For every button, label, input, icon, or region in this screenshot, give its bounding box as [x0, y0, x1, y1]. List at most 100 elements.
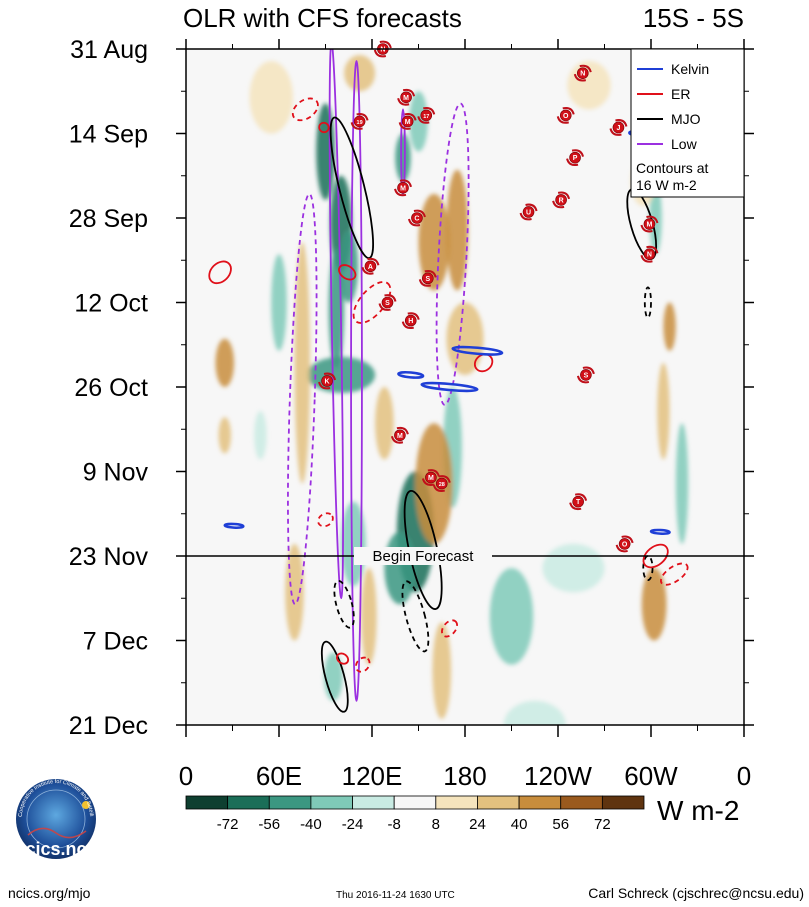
storm-marker-17: S: [378, 294, 397, 311]
storm-marker-14: N: [640, 245, 659, 263]
storm-label: O: [563, 113, 569, 120]
storm-swirl-icon: [418, 269, 437, 287]
x-tick-label-5: 60W: [624, 761, 678, 791]
logo-text: cics.nc: [25, 839, 86, 859]
colorbar-swatch-5: [393, 795, 437, 810]
storm-layer: N M 19 M 17 M C U R N O P J M N A S S H K S M M 28 T O: [318, 40, 659, 553]
anomaly-feature-26: [215, 338, 235, 387]
storm-swirl-icon: [378, 294, 397, 311]
anomaly-feature-32: [641, 568, 667, 641]
contour-mjo-10: [401, 580, 430, 653]
colorbar-swatch-8: [518, 795, 562, 810]
storm-label: R: [559, 197, 564, 204]
storm-dot: [381, 296, 394, 309]
contour-kelvin-25: [451, 345, 504, 356]
legend-note-line1: Contours at: [636, 160, 708, 176]
storm-swirl-icon: [556, 107, 575, 124]
storm-label: 17: [423, 114, 429, 120]
anomaly-feature-11: [254, 411, 267, 460]
forecast-label: Begin Forecast: [373, 548, 475, 565]
storm-dot: [569, 151, 581, 164]
storm-marker-18: H: [401, 312, 420, 329]
storm-marker-22: M: [421, 469, 440, 486]
storm-dot: [555, 194, 567, 206]
storm-marker-23: 28: [432, 475, 451, 492]
contour-er-15: [318, 121, 330, 134]
storm-marker-8: R: [552, 191, 571, 209]
colorbar-label-8: 56: [552, 816, 569, 833]
contour-mjo-11: [643, 286, 652, 319]
storm-swirl-icon: [576, 366, 595, 384]
anomaly-feature-8: [341, 501, 366, 587]
storm-label: M: [400, 185, 406, 192]
anomaly-feature-16: [675, 423, 689, 544]
y-tick-label-0: 31 Aug: [70, 36, 148, 64]
storm-label: N: [647, 252, 652, 259]
contour-low-1: [328, 49, 344, 600]
storm-swirl-icon: [609, 119, 628, 136]
legend-label-er: ER: [671, 86, 690, 102]
storm-marker-2: 19: [350, 113, 369, 130]
y-tick-label-6: 23 Nov: [69, 543, 149, 571]
legend-label-low: Low: [671, 136, 698, 152]
footer-timestamp: Thu 2016-11-24 1630 UTC: [336, 890, 455, 901]
legend: Kelvin ER MJO Low Contours at 16 W m-2: [630, 48, 745, 198]
storm-dot: [353, 115, 366, 128]
logo-sun-icon: [82, 801, 90, 809]
contour-er-14: [338, 264, 357, 281]
colorbar-swatch-4: [352, 795, 395, 810]
storm-label: N: [380, 47, 385, 54]
storm-label: K: [325, 378, 330, 385]
colorbar-swatch-2: [268, 795, 312, 810]
contour-er-17: [473, 353, 494, 373]
storm-label: S: [425, 276, 430, 283]
cics-logo: Cooperative Institute for Climate and Sa…: [6, 771, 104, 875]
anomaly-feature-13: [489, 568, 534, 665]
storm-label: P: [573, 155, 578, 162]
storm-label: 19: [357, 120, 363, 126]
storm-dot: [572, 495, 584, 508]
colorbar-label-2: -40: [300, 816, 322, 833]
storm-label: M: [397, 433, 403, 440]
storm-label: J: [616, 125, 620, 132]
storm-marker-20: S: [576, 366, 595, 384]
anomaly-feature-31: [657, 362, 670, 460]
contour-low-3: [435, 102, 470, 406]
contour-er-13: [208, 260, 232, 285]
contour-kelvin-28: [223, 522, 245, 529]
colorbar-label-3: -24: [342, 816, 364, 833]
y-tick-label-4: 26 Oct: [74, 374, 148, 402]
storm-marker-10: O: [556, 107, 575, 124]
storm-swirl-icon: [566, 149, 585, 167]
y-tick-label-5: 9 Nov: [83, 459, 149, 487]
storm-marker-7: U: [519, 203, 538, 221]
legend-label-mjo: MJO: [671, 111, 701, 127]
y-tick-label-2: 28 Sep: [69, 205, 148, 233]
storm-dot: [612, 121, 625, 134]
storm-swirl-icon: [407, 209, 426, 227]
storm-marker-15: A: [361, 257, 380, 275]
storm-marker-6: C: [407, 209, 426, 227]
colorbar-swatch-0: [185, 795, 229, 810]
x-tick-label-1: 60E: [256, 761, 302, 791]
x-tick-label-4: 120W: [524, 761, 592, 791]
storm-dot: [401, 115, 414, 128]
storm-marker-21: M: [390, 426, 409, 444]
storm-dot: [576, 67, 589, 79]
contour-kelvin-26: [420, 381, 479, 393]
storm-dot: [364, 260, 377, 273]
axes: 31 Aug 14 Sep 28 Sep 12 Oct 26 Oct 9 Nov 23 No…: [69, 36, 754, 791]
storm-label: T: [576, 499, 581, 506]
footer-website: ncics.org/mjo: [8, 885, 91, 901]
storm-marker-3: M: [398, 113, 417, 130]
storm-marker-5: M: [394, 179, 412, 197]
storm-dot: [522, 206, 535, 218]
colorbar-swatch-9: [560, 795, 603, 810]
storm-swirl-icon: [401, 312, 420, 329]
anomaly-feature-4: [395, 133, 411, 182]
anomaly-feature-24: [285, 543, 304, 641]
colorbar-label-5: 8: [432, 816, 440, 833]
storm-swirl-icon: [432, 475, 451, 492]
storm-label: M: [647, 222, 653, 229]
colorbar-swatch-3: [310, 795, 353, 810]
